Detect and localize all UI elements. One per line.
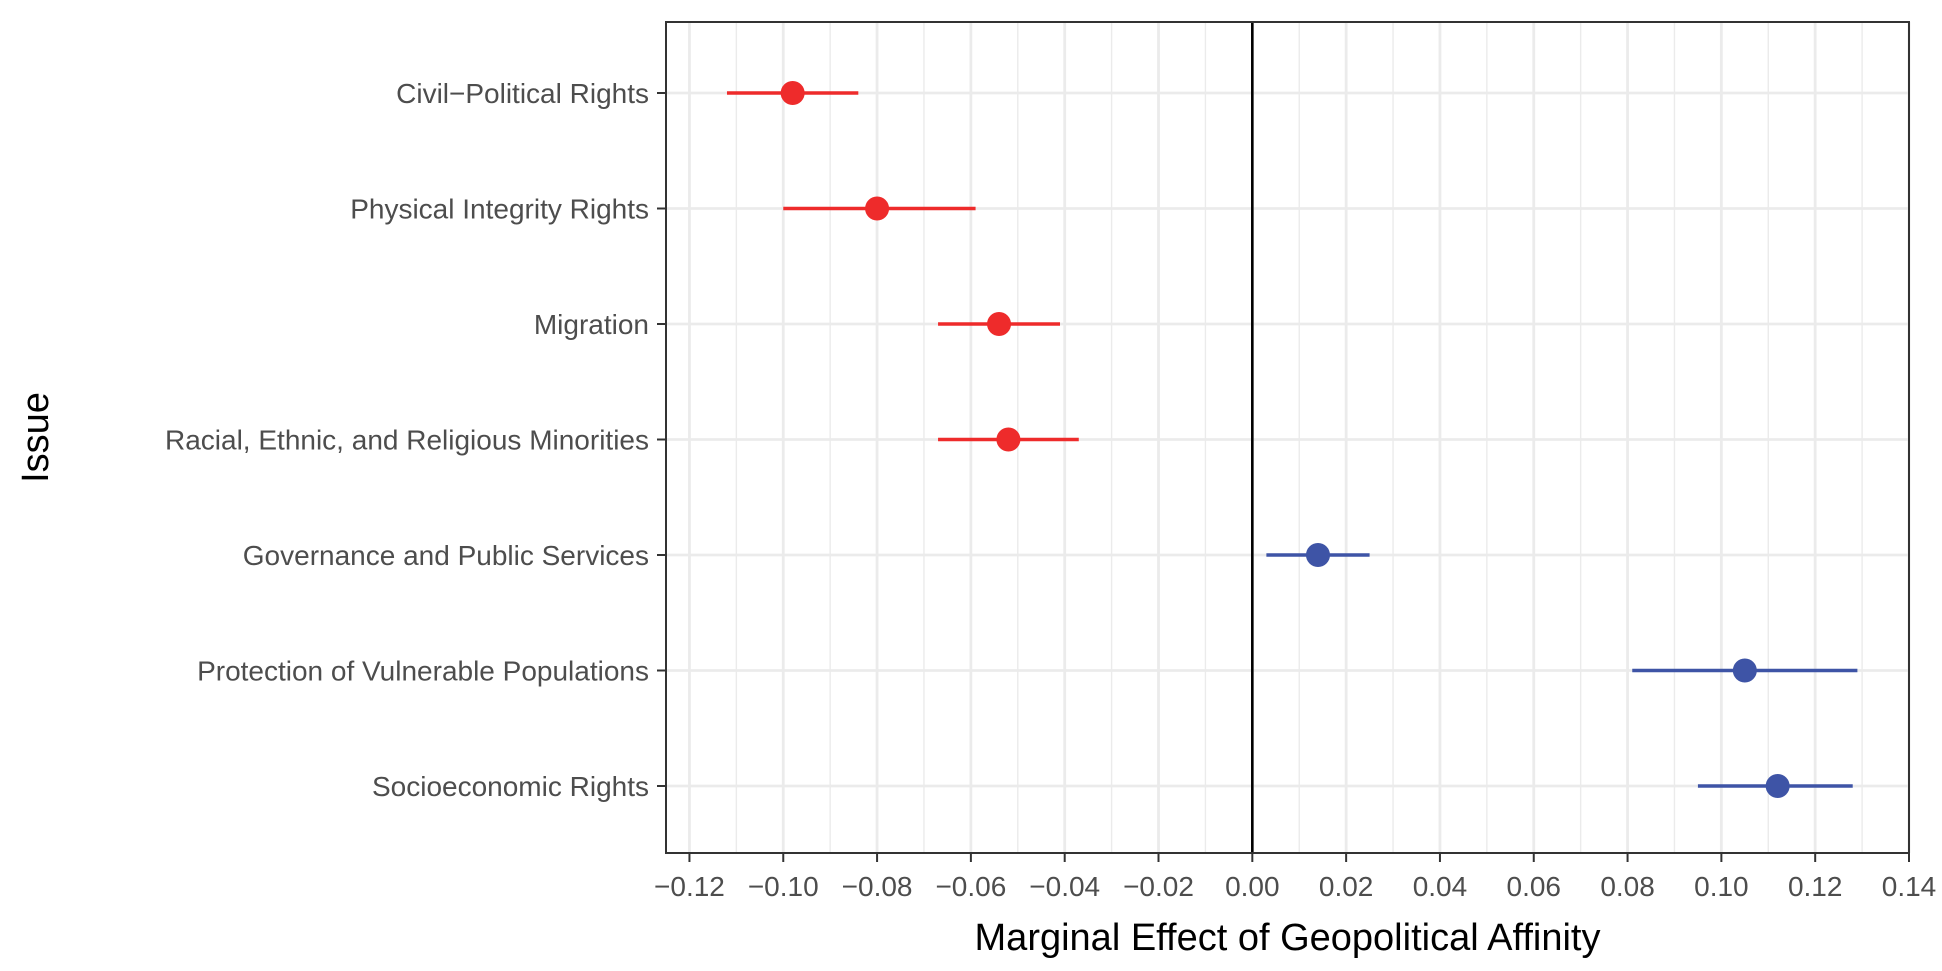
y-tick-label: Governance and Public Services [243,540,649,571]
x-tick-label: 0.10 [1694,871,1749,902]
x-axis: −0.12 −0.10 −0.08 −0.06 −0.04 −0.02 0.00 0.02 0.… [654,853,1936,902]
panel-border [665,21,1910,854]
y-tick-label: Migration [534,309,649,340]
y-axis: Civil−Political Rights Physical Integrity… [165,78,666,802]
x-tick-label: 0.12 [1788,871,1843,902]
x-tick-label: −0.04 [1029,871,1100,902]
y-tick-label: Protection of Vulnerable Populations [197,656,649,687]
x-tick-label: 0.06 [1507,871,1562,902]
point-estimate [1305,543,1330,567]
x-tick-label: 0.08 [1600,871,1655,902]
point-estimate [987,312,1012,336]
point-estimate [1765,774,1790,798]
x-tick-label: 0.02 [1319,871,1374,902]
point-estimate [780,81,805,105]
point-estimate [1732,658,1757,683]
x-tick-label: −0.02 [1123,871,1194,902]
y-tick-label: Racial, Ethnic, and Religious Minorities [165,425,649,456]
y-tick-label: Physical Integrity Rights [350,194,649,225]
point-estimate [865,196,890,221]
point-estimates [780,81,1790,798]
x-tick-label: −0.10 [748,871,819,902]
y-tick-label: Socioeconomic Rights [372,771,649,802]
x-tick-label: −0.06 [935,871,1006,902]
point-estimate [996,427,1021,452]
x-tick-label: 0.04 [1413,871,1468,902]
x-tick-label: −0.08 [842,871,913,902]
x-axis-title: Marginal Effect of Geopolitical Affinity [975,917,1601,959]
x-tick-label: 0.00 [1225,871,1280,902]
x-tick-label: −0.12 [654,871,725,902]
y-axis-title: Issue [15,392,57,483]
minor-gridlines [735,22,1863,853]
y-tick-label: Civil−Political Rights [396,78,649,109]
x-tick-label: 0.14 [1882,871,1937,902]
